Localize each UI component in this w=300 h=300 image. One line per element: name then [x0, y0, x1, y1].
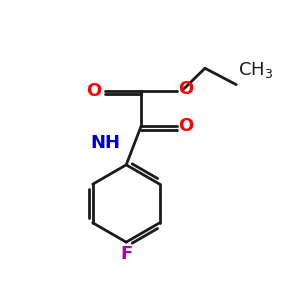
Text: F: F — [120, 245, 132, 263]
Text: O: O — [178, 117, 194, 135]
Text: O: O — [178, 80, 194, 98]
Text: CH$_3$: CH$_3$ — [238, 60, 273, 80]
Text: NH: NH — [90, 134, 120, 152]
Text: O: O — [87, 82, 102, 100]
